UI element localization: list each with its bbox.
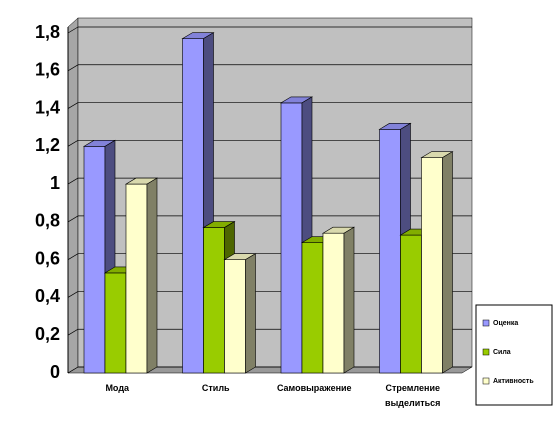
legend-label: Сила [493, 349, 511, 356]
bar-side [343, 226, 355, 374]
legend-swatch [482, 377, 490, 385]
y-tick-label: 0,4 [35, 286, 60, 306]
bar-front [182, 38, 204, 374]
bar-front [400, 234, 422, 374]
grid-line-side [67, 102, 79, 109]
y-tick-label: 0,8 [35, 211, 60, 231]
side-wall [67, 17, 79, 374]
bar-front [379, 129, 401, 374]
y-tick-label: 1,4 [35, 97, 60, 117]
bar-front [104, 272, 127, 374]
grid-line-side [67, 291, 79, 298]
grid-line-side [67, 26, 79, 34]
bar-front [125, 183, 148, 374]
grid-line-side [67, 253, 79, 260]
y-tick-label: 1,6 [35, 60, 60, 80]
bar-front [83, 146, 106, 374]
grid-line-side [67, 177, 79, 185]
bar [223, 253, 257, 374]
legend-label: Оценка [493, 320, 518, 327]
x-tick-label: Стремление выделиться [385, 383, 441, 408]
y-tick-label: 0 [50, 362, 60, 382]
bar-front [421, 157, 443, 374]
bar-front [322, 232, 345, 374]
bar-front [280, 102, 303, 374]
x-tick-label: Мода [105, 383, 130, 393]
grid-line-side [67, 366, 79, 374]
bar-front [224, 259, 246, 374]
bar [124, 177, 159, 374]
y-tick-label: 0,2 [35, 324, 60, 344]
y-tick-label: 1,8 [35, 22, 60, 42]
y-tick-label: 0,6 [35, 248, 60, 268]
y-tick-label: 1 [50, 173, 60, 193]
x-tick-label: Стиль [201, 383, 230, 393]
bar [321, 226, 356, 374]
bar-front [301, 242, 324, 374]
bar-side [442, 151, 453, 374]
grid-line-side [67, 64, 79, 72]
grid-line-side [67, 215, 79, 223]
legend-box [475, 304, 553, 406]
bar-front [203, 227, 225, 374]
grid-line-side [67, 140, 79, 147]
legend-label: Активность [493, 378, 534, 385]
bar-side [245, 253, 256, 374]
bar-side [146, 177, 158, 374]
grid-line-side [67, 328, 79, 336]
legend-swatch [482, 319, 490, 327]
bar [420, 151, 454, 374]
x-tick-label: Самовыражение [276, 383, 352, 393]
legend-swatch [482, 348, 490, 356]
y-tick-label: 1,2 [35, 135, 60, 155]
